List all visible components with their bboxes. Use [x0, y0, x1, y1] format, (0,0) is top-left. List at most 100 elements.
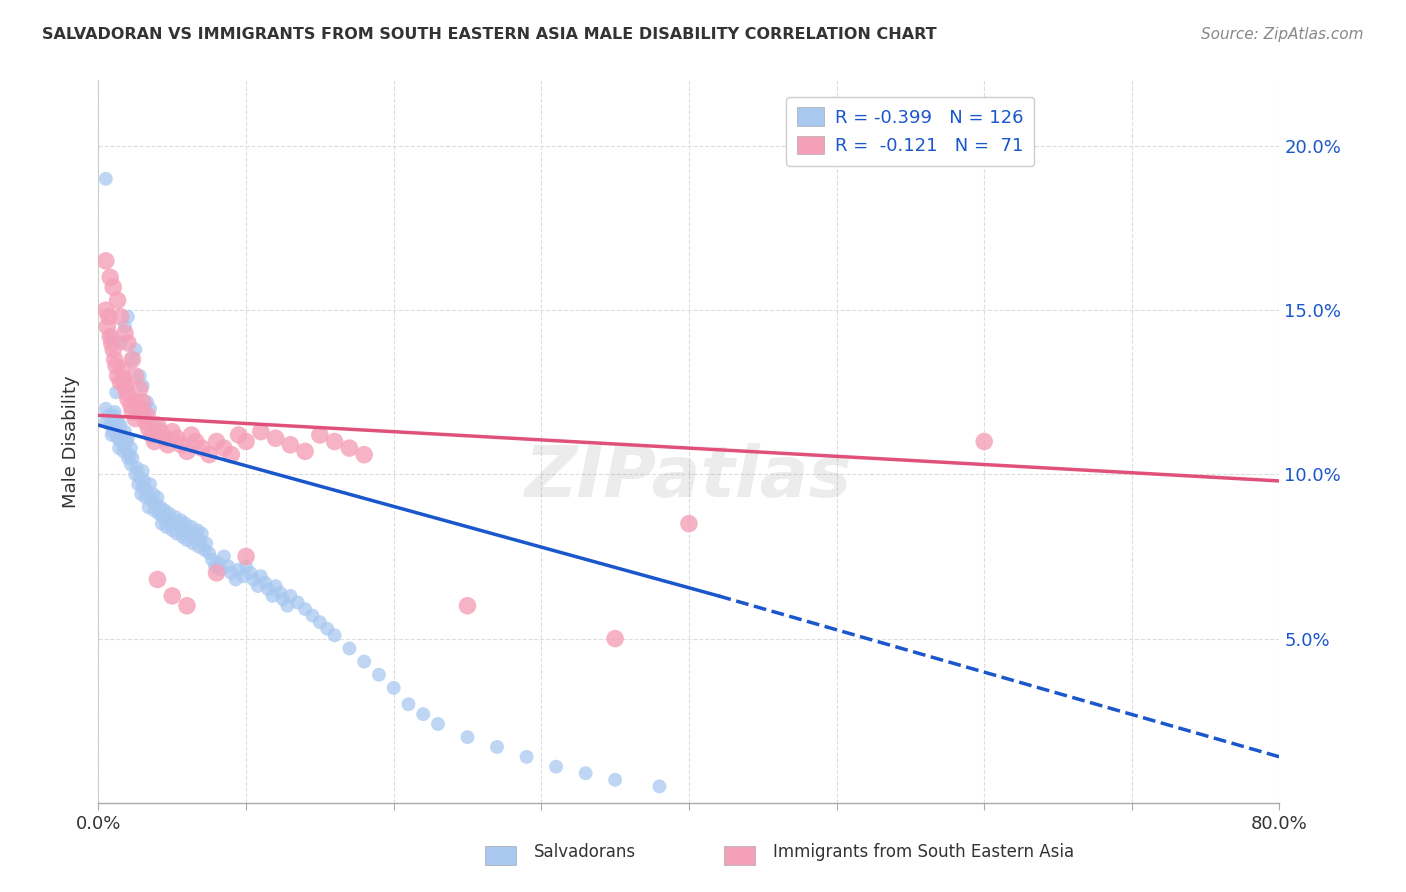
Point [176, 599, 198, 613]
Point [225, 573, 247, 587]
Point [139, 477, 162, 491]
Point [117, 392, 139, 406]
Point [103, 343, 125, 357]
Point [170, 438, 193, 452]
Point [209, 563, 232, 577]
Point [294, 444, 316, 458]
Point [143, 503, 166, 517]
Point [148, 507, 170, 521]
Text: ZIPatlas: ZIPatlas [526, 443, 852, 512]
Point [141, 493, 163, 508]
Point [605, 772, 627, 787]
Point [114, 441, 136, 455]
Point [605, 632, 627, 646]
Point [114, 326, 136, 340]
Point [114, 425, 136, 439]
Point [412, 707, 434, 722]
Point [162, 523, 183, 537]
Y-axis label: Male Disability: Male Disability [62, 376, 80, 508]
Point [150, 516, 173, 531]
Point [205, 566, 228, 580]
Point [103, 409, 125, 423]
Point [129, 487, 152, 501]
Point [169, 520, 191, 534]
Point [125, 395, 148, 409]
Point [382, 681, 405, 695]
Point [257, 582, 280, 597]
Point [136, 409, 159, 423]
Point [110, 418, 132, 433]
Point [121, 450, 143, 465]
Point [111, 428, 134, 442]
Point [235, 434, 257, 449]
Point [117, 336, 139, 351]
Point [242, 573, 264, 587]
Point [97, 310, 120, 324]
Point [212, 441, 235, 455]
Point [107, 293, 129, 308]
Point [143, 434, 166, 449]
Point [94, 401, 117, 416]
Point [117, 310, 139, 324]
Point [398, 698, 420, 712]
Point [228, 563, 250, 577]
Point [271, 592, 294, 607]
Point [98, 329, 121, 343]
Point [176, 533, 198, 547]
Point [110, 434, 132, 449]
Point [157, 507, 180, 521]
Point [136, 395, 159, 409]
Point [115, 385, 138, 400]
Text: Salvadorans: Salvadorans [534, 843, 637, 861]
Point [94, 253, 117, 268]
Point [181, 536, 204, 550]
Point [198, 448, 221, 462]
Point [172, 530, 194, 544]
Point [120, 441, 142, 455]
Point [112, 372, 135, 386]
Point [250, 425, 273, 439]
Point [128, 382, 150, 396]
Point [165, 510, 187, 524]
Point [235, 559, 257, 574]
Point [457, 599, 479, 613]
Point [96, 319, 118, 334]
Point [316, 622, 339, 636]
Point [221, 448, 243, 462]
Point [264, 431, 287, 445]
Point [153, 503, 176, 517]
Point [146, 428, 169, 442]
Point [546, 760, 568, 774]
Point [114, 319, 136, 334]
Point [103, 425, 125, 439]
Point [132, 464, 155, 478]
Point [120, 458, 142, 472]
Point [132, 409, 155, 423]
Point [254, 575, 277, 590]
Point [117, 431, 139, 445]
Point [309, 428, 332, 442]
Point [121, 352, 143, 367]
Point [217, 559, 239, 574]
Point [139, 401, 162, 416]
Point [125, 460, 148, 475]
Point [221, 566, 243, 580]
Point [339, 441, 361, 455]
Point [94, 171, 117, 186]
Point [142, 487, 165, 501]
Point [183, 530, 205, 544]
Point [276, 599, 298, 613]
Point [146, 573, 169, 587]
Point [121, 405, 143, 419]
Point [138, 500, 160, 515]
Point [127, 477, 149, 491]
Point [339, 641, 361, 656]
Point [156, 438, 179, 452]
Point [153, 431, 176, 445]
Point [207, 556, 229, 570]
Point [98, 270, 121, 285]
Point [152, 510, 174, 524]
Point [163, 516, 186, 531]
Point [146, 491, 169, 505]
Point [107, 368, 129, 383]
